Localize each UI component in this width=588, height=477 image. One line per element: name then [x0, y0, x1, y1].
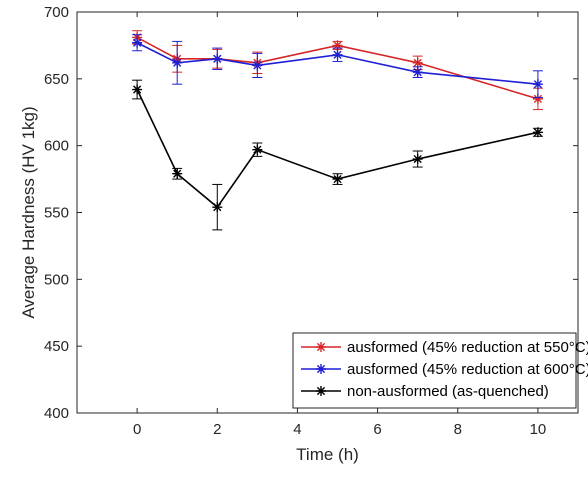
legend: ausformed (45% reduction at 550°C) ausfor… [292, 332, 588, 409]
y-tick-label: 600 [44, 138, 69, 155]
data-point-marker [132, 37, 143, 48]
x-tick-label: 0 [133, 421, 141, 438]
data-point-marker [412, 67, 423, 78]
data-point-marker [332, 40, 343, 51]
data-point-marker [252, 60, 263, 71]
data-point-marker [532, 127, 543, 138]
data-point-marker [532, 93, 543, 104]
x-tick-label: 10 [530, 421, 547, 438]
legend-label: ausformed (45% reduction at 550°C) [347, 339, 588, 356]
data-point-marker [332, 174, 343, 185]
data-point-marker [212, 202, 223, 213]
legend-label: ausformed (45% reduction at 600°C) [347, 361, 588, 378]
data-point-marker [252, 144, 263, 155]
y-tick-label: 400 [44, 405, 69, 422]
data-point-marker [132, 84, 143, 95]
data-point-marker [172, 57, 183, 68]
y-axis-title: Average Hardness (HV 1kg) [19, 106, 38, 318]
x-tick-label: 8 [454, 421, 462, 438]
x-axis: 0 2 4 6 8 10 [133, 12, 546, 438]
data-point-marker [332, 49, 343, 60]
series-3 [132, 79, 543, 231]
x-tick-label: 2 [213, 421, 221, 438]
y-tick-label: 700 [44, 4, 69, 21]
legend-marker [316, 364, 326, 374]
series-layer [132, 30, 543, 231]
legend-entry: ausformed (45% reduction at 600°C) [301, 361, 588, 378]
y-tick-label: 550 [44, 205, 69, 222]
y-tick-label: 500 [44, 271, 69, 288]
legend-label: non-ausformed (as-quenched) [347, 383, 549, 400]
y-axis: 400 450 500 550 600 650 700 [44, 4, 578, 422]
data-point-marker [412, 154, 423, 165]
data-point-marker [412, 57, 423, 68]
series-2 [132, 34, 543, 99]
legend-entry: ausformed (45% reduction at 550°C) [301, 339, 588, 356]
legend-marker [316, 386, 326, 396]
x-tick-label: 6 [373, 421, 381, 438]
x-tick-label: 4 [293, 421, 301, 438]
data-point-marker [172, 168, 183, 179]
y-tick-label: 450 [44, 338, 69, 355]
legend-marker [316, 342, 326, 352]
data-point-marker [212, 53, 223, 64]
data-point-marker [532, 79, 543, 90]
legend-entry: non-ausformed (as-quenched) [301, 383, 549, 400]
x-axis-title: Time (h) [296, 445, 359, 464]
legend-box [292, 332, 577, 409]
y-tick-label: 650 [44, 71, 69, 88]
